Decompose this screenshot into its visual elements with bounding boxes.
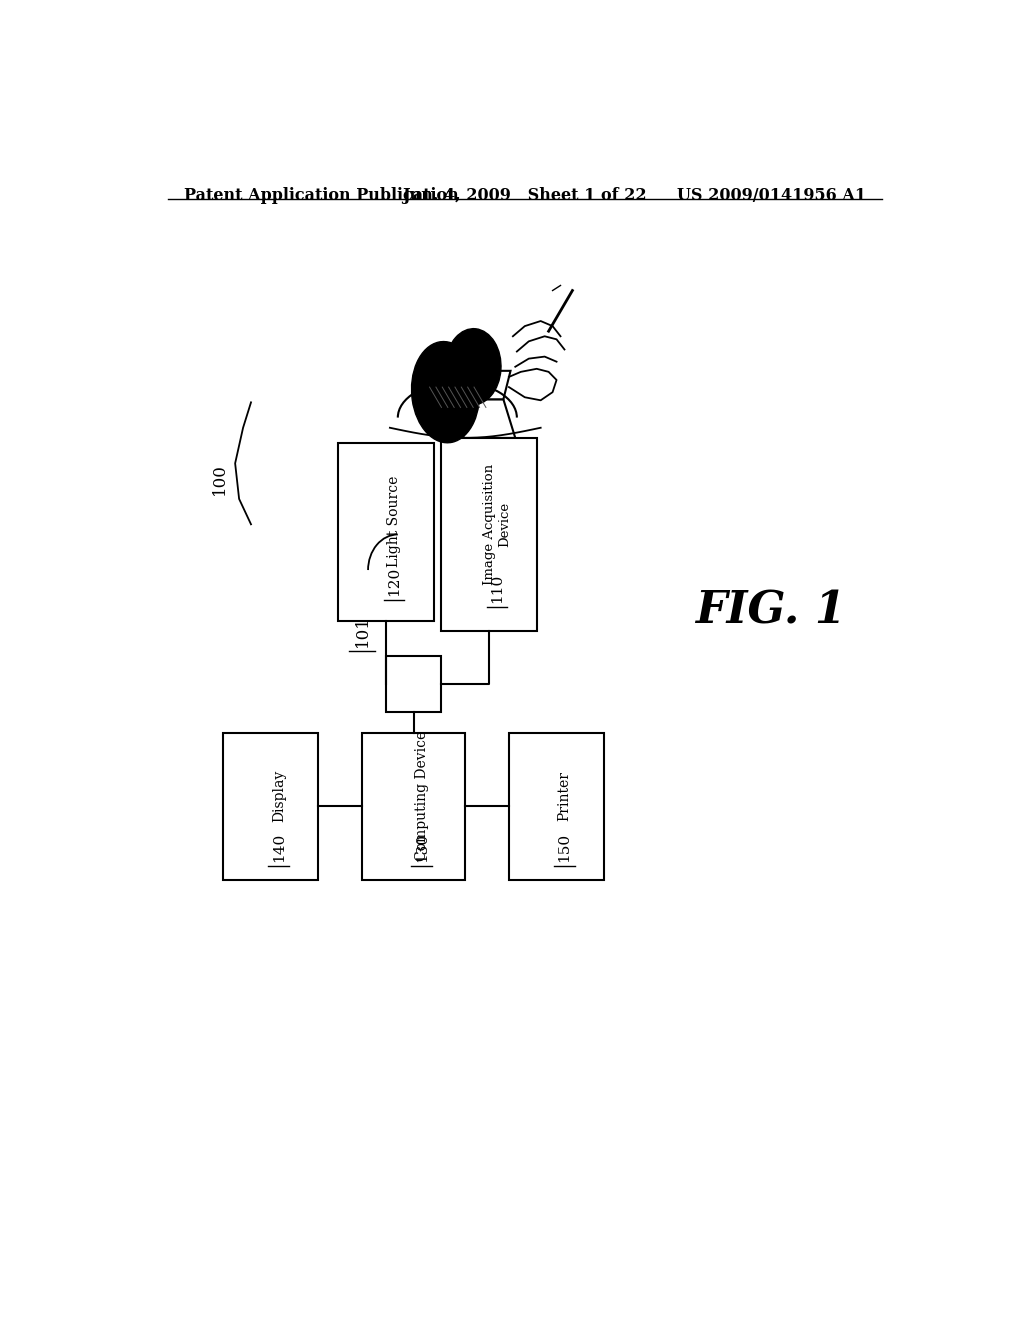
Text: 110: 110 (490, 574, 504, 603)
Text: 100: 100 (211, 462, 227, 495)
Bar (441, 438, 537, 631)
Text: FIG. 1: FIG. 1 (695, 589, 846, 632)
Text: 120: 120 (387, 568, 400, 597)
Bar (386, 656, 441, 713)
Ellipse shape (412, 342, 479, 442)
Bar (362, 733, 465, 880)
Polygon shape (468, 371, 511, 399)
Text: 101: 101 (353, 615, 371, 647)
Bar (223, 733, 318, 880)
Text: 130: 130 (415, 833, 429, 862)
Text: US 2009/0141956 A1: US 2009/0141956 A1 (677, 187, 866, 203)
Bar (509, 733, 604, 880)
Text: Jun. 4, 2009   Sheet 1 of 22: Jun. 4, 2009 Sheet 1 of 22 (402, 187, 647, 203)
Text: Patent Application Publication: Patent Application Publication (183, 187, 459, 203)
Polygon shape (463, 399, 515, 438)
Text: Image Acquisition
Device: Image Acquisition Device (483, 463, 511, 585)
Text: Computing Device: Computing Device (415, 731, 429, 862)
Text: Light Source: Light Source (387, 477, 400, 568)
Ellipse shape (445, 329, 501, 405)
Text: Printer: Printer (557, 771, 571, 821)
Text: 150: 150 (557, 833, 571, 862)
Text: Display: Display (271, 770, 286, 822)
Text: 140: 140 (271, 833, 286, 862)
Bar (338, 444, 433, 620)
